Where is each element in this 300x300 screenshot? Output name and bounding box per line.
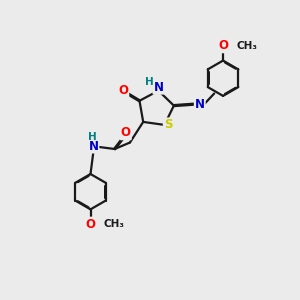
Text: O: O xyxy=(121,126,131,139)
Text: H: H xyxy=(145,77,154,88)
Text: O: O xyxy=(118,84,128,97)
Text: N: N xyxy=(88,140,98,153)
Text: CH₃: CH₃ xyxy=(104,219,125,229)
Text: N: N xyxy=(195,98,205,111)
Text: N: N xyxy=(153,81,164,94)
Text: CH₃: CH₃ xyxy=(236,41,257,51)
Text: O: O xyxy=(85,218,95,231)
Text: H: H xyxy=(88,132,96,142)
Text: S: S xyxy=(164,118,172,131)
Text: O: O xyxy=(218,39,228,52)
